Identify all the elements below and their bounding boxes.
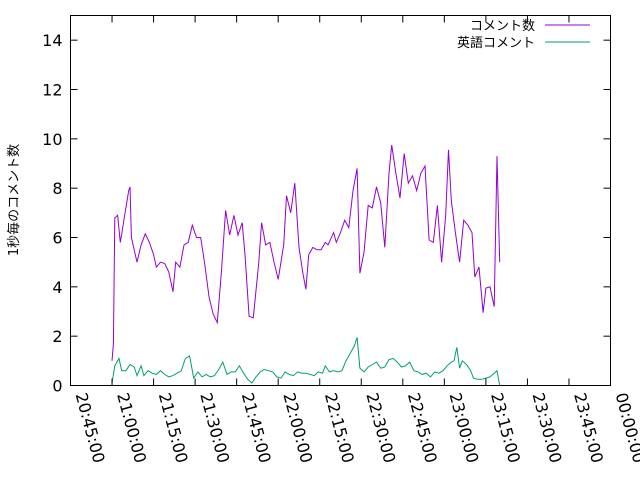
y-tick-label: 12 — [42, 81, 62, 100]
y-axis: 0 2 4 6 8 10 12 14 — [42, 31, 611, 396]
y-tick-label: 6 — [52, 229, 62, 248]
plot-lines — [111, 144, 501, 386]
y-tick-label: 4 — [52, 278, 62, 297]
legend-label: コメント数 — [470, 19, 535, 34]
plot-frame — [70, 15, 611, 386]
legend-label: 英語コメント — [457, 35, 535, 51]
series-line-2 — [111, 337, 501, 386]
series-line-1 — [111, 144, 501, 361]
y-tick-label: 10 — [42, 130, 62, 149]
y-axis-title: 1秒毎のコメント数 — [6, 144, 22, 256]
y-tick-label: 14 — [42, 31, 62, 50]
y-tick-label: 8 — [52, 179, 62, 198]
y-tick-label: 2 — [52, 327, 62, 346]
y-tick-label: 0 — [52, 377, 62, 396]
